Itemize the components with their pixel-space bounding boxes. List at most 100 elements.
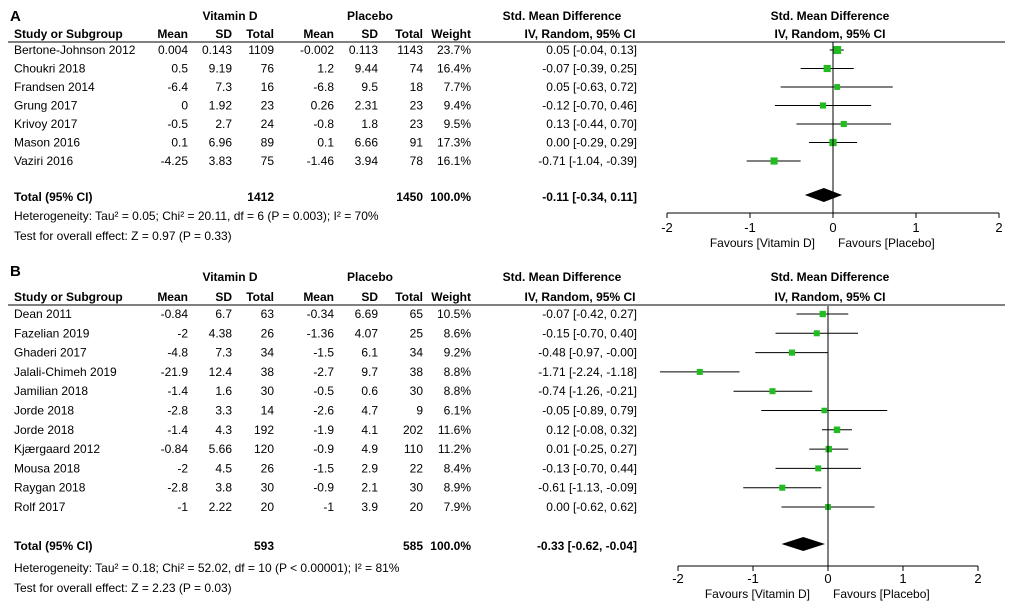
study-mean1: -0.5 [167,117,188,131]
study-mean2: -0.8 [313,117,334,131]
study-mean1: -2 [177,326,188,340]
study-name: Grung 2017 [14,99,78,113]
study-name: Fazelian 2019 [14,326,90,340]
study-sd1: 3.83 [209,154,233,168]
header-total1: Total [246,27,274,41]
header-study: Study or Subgroup [14,27,123,41]
study-name: Jorde 2018 [14,423,74,437]
study-mean1: 0.5 [171,62,188,76]
plot-title: Std. Mean Difference [771,9,890,23]
study-mean2: 0.1 [317,136,334,150]
study-total2: 20 [410,500,424,514]
study-ci: 0.00 [-0.62, 0.62] [546,500,637,514]
study-weight: 8.9% [444,481,472,495]
study-mean1: -1.4 [167,384,188,398]
study-sd2: 4.9 [361,442,378,456]
study-total2: 34 [410,346,424,360]
study-name: Vaziri 2016 [14,154,73,168]
study-total1: 120 [254,442,274,456]
study-weight: 11.6% [438,423,471,437]
study-name: Choukri 2018 [14,62,86,76]
total-label: Total (95% CI) [14,190,92,204]
panel-label: A [10,8,21,25]
study-marker [833,46,842,54]
study-mean1: -2.8 [167,404,188,418]
panel-label: B [10,263,21,280]
study-sd1: 1.92 [209,99,233,113]
study-mean2: -6.8 [313,80,334,94]
study-sd1: 2.22 [209,500,233,514]
study-total2: 91 [410,136,424,150]
study-sd2: 9.44 [355,62,379,76]
study-total2: 110 [404,442,423,456]
x-tick-label: 1 [899,571,906,586]
study-total1: 76 [261,62,275,76]
study-ci: 0.00 [-0.29, 0.29] [546,136,637,150]
study-name: Raygan 2018 [14,481,86,495]
favours-left-label: Favours [Vitamin D] [705,587,810,601]
study-mean2: -1.46 [307,154,335,168]
study-mean1: -4.8 [167,346,188,360]
study-marker [840,120,847,128]
total-n1: 1412 [247,190,274,204]
plot-subtitle: IV, Random, 95% CI [775,27,886,41]
study-sd1: 6.96 [209,136,233,150]
study-total1: 24 [261,117,275,131]
study-name: Jamilian 2018 [14,384,88,398]
study-mean1: -0.84 [161,442,189,456]
study-total2: 30 [410,481,424,495]
study-marker [815,465,822,472]
study-total2: 1143 [397,43,423,57]
study-mean2: -1.9 [313,423,334,437]
study-marker [788,349,796,356]
study-name: Bertone-Johnson 2012 [14,43,136,57]
header-group1: Vitamin D [202,9,257,23]
study-marker [813,330,820,337]
study-sd1: 6.7 [215,307,232,321]
study-weight: 7.7% [444,80,472,94]
favours-right-label: Favours [Placebo] [838,236,935,250]
header-study: Study or Subgroup [14,290,123,304]
study-sd2: 0.6 [361,384,378,398]
study-total1: 38 [261,365,275,379]
heterogeneity-text: Heterogeneity: Tau² = 0.05; Chi² = 20.11… [14,209,379,223]
study-sd2: 9.5 [361,80,378,94]
study-mean2: -1 [323,500,334,514]
study-marker [769,388,776,395]
study-ci: -0.61 [-1.13, -0.09] [538,481,637,495]
study-weight: 16.4% [437,62,471,76]
study-sd1: 3.3 [215,404,232,418]
study-total2: 202 [403,423,423,437]
study-name: Mason 2016 [14,136,80,150]
study-sd1: 3.8 [215,481,232,495]
study-total2: 74 [410,62,424,76]
study-mean2: -1.36 [307,326,335,340]
study-mean1: -2.8 [167,481,188,495]
header-mean2: Mean [303,290,334,304]
study-total1: 26 [261,461,275,475]
study-sd1: 12.4 [209,365,233,379]
header-mean1: Mean [157,290,188,304]
study-sd1: 5.66 [209,442,233,456]
study-ci: 0.05 [-0.63, 0.72] [546,80,637,94]
study-name: Krivoy 2017 [14,117,78,131]
study-total1: 75 [261,154,275,168]
header-total2: Total [395,27,423,41]
study-weight: 10.5% [437,307,471,321]
overall-effect-text: Test for overall effect: Z = 0.97 (P = 0… [14,229,232,243]
study-ci: -0.71 [-1.04, -0.39] [538,154,637,168]
study-ci: 0.13 [-0.44, 0.70] [546,117,637,131]
study-ci: -1.71 [-2.24, -1.18] [538,365,637,379]
header-sd2: SD [361,290,378,304]
study-sd2: 1.8 [361,117,378,131]
study-sd2: 4.1 [361,423,378,437]
study-marker [825,445,832,453]
study-mean2: -0.5 [313,384,334,398]
study-ci: -0.15 [-0.70, 0.40] [542,326,637,340]
study-marker [821,407,828,414]
study-sd1: 0.143 [202,43,232,57]
study-sd2: 4.7 [361,404,378,418]
study-ci: -0.12 [-0.70, 0.46] [542,99,637,113]
study-name: Frandsen 2014 [14,80,95,94]
total-weight: 100.0% [430,190,471,204]
